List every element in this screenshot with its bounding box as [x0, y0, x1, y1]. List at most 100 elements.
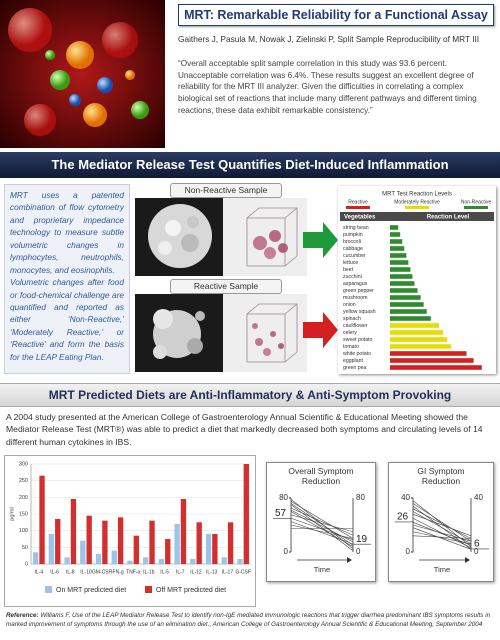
bar	[117, 517, 124, 564]
legend-swatch	[464, 206, 488, 209]
quote: “Overall acceptable split sample correla…	[178, 59, 477, 115]
legend-label: Non-Reactive	[461, 199, 492, 205]
subject-line	[290, 524, 354, 539]
bar	[86, 515, 92, 564]
legend-swatch	[405, 206, 429, 209]
description: Volumetric changes after food or food-ch…	[10, 277, 124, 362]
bar	[390, 239, 403, 244]
bar	[221, 557, 227, 564]
reference: Reference: Williams F, Use of the LEAP M…	[6, 612, 494, 629]
bar	[390, 323, 439, 328]
study-paragraph: A 2004 study presented at the American C…	[6, 412, 483, 447]
category-label: yellow squash	[343, 309, 376, 315]
x-axis-label: Time	[434, 565, 450, 574]
reliability-title: MRT: Remarkable Reliability for a Functi…	[178, 4, 494, 26]
y-tick-label: 200	[19, 495, 28, 501]
bar	[165, 539, 171, 564]
subject-line	[412, 524, 472, 542]
column-header: Vegetables	[344, 215, 376, 221]
y-tick-label: 250	[19, 478, 28, 484]
x-tick-label: IL-6	[50, 569, 59, 575]
subject-line	[412, 535, 472, 539]
bar	[143, 557, 149, 564]
bar	[390, 281, 415, 286]
x-tick-label: IL-4	[35, 569, 44, 575]
category-label: celery	[343, 330, 357, 336]
category-label: sweet potato	[343, 337, 373, 343]
bar	[80, 540, 86, 564]
bar	[390, 365, 482, 370]
bar	[390, 288, 418, 293]
x-tick-label: TNF-a	[126, 569, 140, 575]
sample-label: Non-Reactive Sample	[170, 183, 282, 198]
legend-label: Reactive	[348, 199, 368, 205]
x-tick-label: IFN-g	[111, 569, 124, 575]
bar	[33, 552, 39, 564]
mean-label: 57	[275, 508, 287, 519]
bar	[212, 534, 218, 564]
bar	[102, 520, 108, 564]
category-label: green pea	[343, 365, 366, 371]
header-row	[340, 212, 494, 221]
mean-label: 6	[474, 539, 480, 550]
bar	[39, 475, 45, 564]
bar	[237, 559, 243, 564]
symptom-title: Overall Symptom Reduction	[288, 466, 354, 486]
bar	[390, 344, 452, 349]
subject-line	[412, 513, 472, 537]
bar	[95, 554, 102, 564]
reactive-image	[135, 294, 307, 372]
category-label: green pepper	[343, 288, 374, 294]
y-tick-label: 50	[22, 545, 28, 551]
symptom-chart: 0 0 40 40 26 6 Time	[395, 493, 489, 574]
bar	[390, 225, 399, 230]
reference-text: Williams F, Use of the LEAP Mediator Rel…	[6, 612, 491, 628]
category-label: broccoli	[343, 239, 361, 245]
bar	[390, 330, 444, 335]
chart-title: MRT Test Reaction Levels	[382, 192, 452, 198]
y-tick-label: 0	[356, 547, 361, 556]
legend-swatch	[145, 586, 152, 593]
bar	[390, 316, 431, 321]
bar	[227, 522, 234, 564]
bar	[48, 534, 55, 564]
subject-line	[290, 501, 354, 539]
category-label: cauliflower	[343, 323, 368, 329]
legend-swatch	[346, 206, 370, 209]
bar	[390, 246, 405, 251]
column-header: Reaction Level	[427, 215, 470, 221]
legend-label: On MRT predicted diet	[56, 587, 126, 594]
mean-label: 26	[397, 512, 409, 523]
bar	[55, 519, 61, 564]
section-title: MRT Predicted Diets are Anti-Inflammator…	[0, 383, 500, 407]
y-tick-label: 0	[284, 547, 289, 556]
category-label: tomato	[343, 344, 359, 350]
bar	[390, 309, 427, 314]
bar	[390, 351, 467, 356]
subject-line	[290, 503, 354, 546]
category-label: mushroom	[343, 295, 368, 301]
subject-line	[290, 504, 354, 551]
subject-line	[412, 531, 472, 545]
legend-label: Off MRT predicted diet	[156, 587, 226, 594]
bar	[390, 253, 407, 258]
description-box: MRT uses a patented combination of flow …	[4, 184, 130, 374]
bar	[158, 559, 165, 564]
y-tick-label: 150	[19, 511, 28, 517]
bar	[174, 524, 180, 564]
subject-line	[290, 509, 354, 543]
bar	[133, 535, 139, 564]
category-label: spinach	[343, 316, 361, 322]
x-tick-label: IL-5	[160, 569, 169, 575]
non-reactive-image	[135, 198, 307, 276]
x-tick-label: G-CSF	[235, 569, 251, 575]
legend-swatch	[45, 586, 52, 593]
category-label: onion	[343, 302, 356, 308]
symptom-panel: Overall Symptom Reduction 0 0 80 80 57 19 Time	[266, 462, 376, 582]
x-tick-label: IL-7	[176, 569, 185, 575]
category-label: lettuce	[343, 260, 358, 266]
category-label: string bean	[343, 225, 369, 231]
category-label: cabbage	[343, 246, 363, 252]
y-tick-label: 40	[401, 493, 410, 502]
